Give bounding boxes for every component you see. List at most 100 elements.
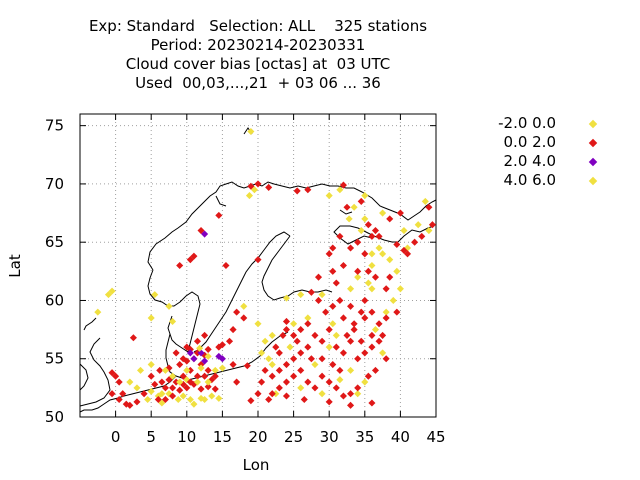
station-marker-series-2 [275, 349, 283, 357]
station-marker-series-2 [108, 390, 116, 398]
axis-ticks [80, 114, 437, 418]
station-marker-series-2 [382, 314, 390, 322]
station-marker-series-2 [254, 390, 262, 398]
x-tick-label: 5 [146, 428, 156, 446]
station-marker-series-2 [403, 250, 412, 258]
ireland-coast [79, 363, 89, 391]
station-marker-series-2 [243, 362, 251, 370]
station-marker-series-1 [354, 390, 362, 398]
station-marker-series-2 [329, 361, 337, 369]
station-marker-series-1 [393, 267, 401, 275]
station-marker-series-1 [336, 186, 344, 194]
station-marker-series-2 [247, 182, 255, 190]
station-marker-series-2 [172, 378, 180, 386]
station-marker-series-2 [325, 398, 333, 406]
station-marker-series-2 [382, 285, 390, 293]
station-marker-series-2 [161, 395, 169, 404]
station-marker-series-2 [339, 181, 347, 189]
station-marker-series-1 [345, 215, 353, 223]
station-marker-series-1 [151, 291, 159, 299]
station-marker-series-2 [347, 390, 355, 398]
station-marker-series-2 [282, 361, 291, 369]
station-marker-series-3 [201, 230, 209, 238]
station-marker-series-2 [154, 395, 162, 404]
station-marker-series-1 [272, 390, 280, 398]
station-marker-series-1 [361, 215, 369, 223]
station-marker-series-1 [421, 197, 429, 205]
kola-inlet [339, 209, 353, 215]
station-marker-series-2 [254, 256, 262, 264]
station-marker-series-4 [268, 361, 276, 369]
station-marker-series-1 [354, 273, 362, 281]
station-marker-series-2 [193, 337, 202, 345]
x-tick-label: 0 [111, 428, 121, 446]
station-markers [94, 127, 436, 409]
title-line-2: Period: 20230214-20230331 [150, 36, 366, 54]
station-marker-series-2 [354, 384, 362, 392]
station-marker-series-2 [393, 308, 401, 316]
station-marker-series-2 [197, 385, 205, 393]
station-marker-series-2 [347, 401, 355, 409]
station-marker-series-2 [140, 390, 148, 398]
station-marker-series-1 [329, 320, 337, 328]
station-marker-series-2 [411, 238, 419, 246]
station-marker-series-2 [304, 378, 312, 386]
station-marker-series-2 [115, 378, 123, 386]
station-marker-series-2 [233, 378, 241, 386]
station-marker-series-2 [151, 380, 159, 388]
station-marker-series-2 [293, 337, 301, 345]
station-marker-series-1 [147, 361, 155, 369]
station-marker-series-1 [379, 349, 387, 357]
station-marker-series-4 [368, 250, 376, 258]
station-marker-series-2 [275, 384, 283, 392]
x-tick-labels: 0 5 10 15 20 25 30 35 40 45 [111, 428, 446, 446]
station-marker-series-2 [300, 395, 308, 404]
station-marker-series-2 [361, 296, 369, 304]
station-marker-series-2 [354, 267, 362, 275]
station-marker-series-2 [165, 376, 173, 384]
station-marker-series-2 [282, 392, 291, 400]
station-marker-series-1 [382, 308, 390, 316]
station-marker-series-1 [368, 285, 376, 293]
station-marker-series-1 [254, 320, 262, 328]
station-marker-series-2 [233, 308, 241, 316]
station-marker-series-2 [211, 385, 219, 393]
station-marker-series-1 [389, 296, 397, 304]
station-marker-series-2 [304, 320, 312, 328]
station-marker-series-2 [350, 320, 358, 328]
station-marker-series-1 [169, 317, 177, 325]
station-marker-series-1 [133, 384, 141, 392]
station-marker-series-2 [240, 314, 248, 322]
station-marker-series-1 [240, 302, 248, 310]
x-tick-label: 40 [391, 428, 410, 446]
station-marker-series-2 [329, 267, 337, 275]
station-marker-series-2 [218, 341, 226, 349]
station-marker-series-2 [371, 227, 380, 235]
station-marker-series-2 [290, 355, 298, 363]
y-tick-label: 60 [45, 291, 64, 309]
station-marker-series-2 [161, 384, 169, 392]
station-marker-series-2 [115, 395, 123, 404]
station-marker-series-2 [247, 397, 255, 405]
y-tick-labels: 50 55 60 65 70 75 [45, 117, 64, 426]
station-marker-series-2 [339, 314, 347, 322]
station-marker-series-4 [176, 378, 184, 386]
station-marker-series-2 [193, 372, 202, 380]
station-marker-series-4 [193, 378, 202, 386]
station-marker-series-1 [347, 285, 355, 293]
x-axis-title: Lon [243, 456, 270, 474]
x-tick-label: 15 [213, 428, 232, 446]
white-sea-inner [333, 225, 398, 245]
station-marker-series-2 [357, 197, 365, 205]
station-marker-series-2 [396, 209, 404, 217]
station-marker-series-1 [361, 192, 369, 200]
station-marker-series-2 [339, 261, 347, 270]
station-marker-series-2 [379, 331, 387, 339]
station-marker-series-2 [307, 355, 315, 363]
station-marker-series-2 [147, 372, 155, 380]
station-marker-series-1 [425, 227, 433, 235]
station-marker-series-4 [265, 355, 273, 363]
station-marker-series-2 [371, 273, 380, 281]
station-marker-series-1 [126, 378, 134, 386]
station-marker-series-1 [336, 376, 344, 384]
